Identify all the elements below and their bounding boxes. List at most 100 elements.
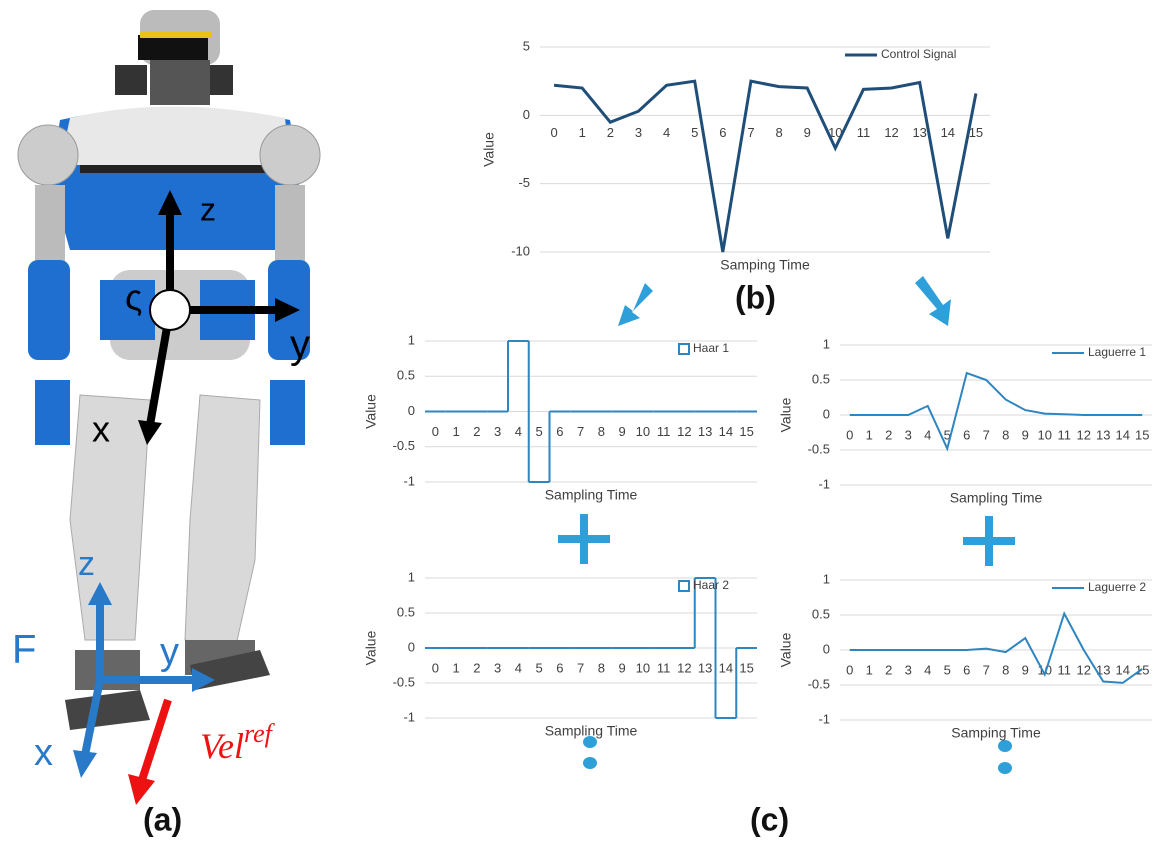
x-tick-label: 4 [924, 427, 931, 442]
x-tick-label: 1 [579, 125, 586, 140]
y-tick-label: 1 [823, 571, 830, 586]
x-tick-label: 5 [944, 427, 951, 442]
y-tick-label: 0 [408, 639, 415, 654]
y-tick-label: -10 [511, 243, 530, 258]
x-tick-label: 3 [494, 424, 501, 439]
velocity-label: Velref [200, 719, 276, 766]
velocity-arrow [128, 698, 172, 805]
x-tick-label: 5 [944, 662, 951, 677]
x-tick-label: 0 [846, 662, 853, 677]
axis-label: x [92, 409, 110, 450]
panel-label: (b) [735, 279, 776, 315]
x-tick-label: 8 [775, 125, 782, 140]
x-tick-label: 7 [577, 424, 584, 439]
x-tick-label: 11 [657, 660, 671, 675]
line [849, 371, 1143, 452]
x-tick-label: 14 [1116, 427, 1130, 442]
x-axis-label: Sampling Time [545, 723, 638, 739]
x-tick-label: 2 [473, 660, 480, 675]
x-tick-label: 6 [963, 662, 970, 677]
x-tick-label: 14 [719, 424, 733, 439]
x-tick-label: 12 [1077, 427, 1091, 442]
x-tick-label: 6 [719, 125, 726, 140]
x-tick-label: 7 [577, 660, 584, 675]
x-tick-label: 14 [1116, 662, 1130, 677]
y-tick-label: -0.5 [808, 676, 830, 691]
x-tick-label: 5 [536, 660, 543, 675]
y-axis-label: Value [363, 630, 379, 665]
robot [17, 10, 321, 730]
y-tick-label: 0.5 [812, 606, 830, 621]
axis-label: z [78, 545, 95, 583]
x-tick-label: 0 [550, 125, 557, 140]
x-tick-label: 3 [494, 660, 501, 675]
y-tick-label: 0.5 [397, 368, 415, 383]
x-tick-label: 11 [1058, 662, 1072, 677]
x-tick-label: 14 [941, 125, 955, 140]
x-tick-label: 5 [536, 424, 543, 439]
y-tick-label: 0.5 [397, 604, 415, 619]
legend-marker [678, 343, 690, 355]
y-tick-label: -5 [518, 175, 530, 190]
x-tick-label: 10 [636, 660, 650, 675]
legend-label: Haar 2 [693, 578, 729, 592]
decorations [558, 276, 1015, 774]
x-tick-label: 12 [884, 125, 898, 140]
x-tick-label: 2 [885, 427, 892, 442]
x-tick-label: 13 [1096, 662, 1110, 677]
y-tick-label: -1 [818, 476, 830, 491]
x-tick-label: 4 [663, 125, 670, 140]
axis-label: y [290, 323, 310, 367]
x-tick-label: 12 [1077, 662, 1091, 677]
x-tick-label: 9 [1022, 662, 1029, 677]
x-tick-label: 13 [912, 125, 926, 140]
x-tick-label: 9 [804, 125, 811, 140]
x-tick-label: 13 [698, 424, 712, 439]
y-tick-label: 0 [408, 403, 415, 418]
x-tick-label: 1 [453, 660, 460, 675]
x-tick-label: 12 [677, 424, 691, 439]
x-tick-label: 8 [598, 424, 605, 439]
x-tick-label: 1 [866, 427, 873, 442]
x-tick-label: 7 [983, 427, 990, 442]
x-tick-label: 10 [1038, 427, 1052, 442]
x-tick-label: 1 [866, 662, 873, 677]
x-tick-label: 15 [739, 424, 753, 439]
x-tick-label: 8 [1002, 662, 1009, 677]
line [553, 79, 978, 253]
y-axis-label: Value [481, 132, 497, 167]
x-axis-label: Sampling Time [950, 490, 1043, 506]
x-tick-label: 15 [1135, 427, 1149, 442]
legend-label: Control Signal [881, 47, 956, 61]
y-tick-label: -0.5 [808, 441, 830, 456]
x-tick-label: 6 [556, 424, 563, 439]
x-tick-label: 7 [983, 662, 990, 677]
velocity-sup: ref [244, 719, 276, 748]
axis-label: y [160, 631, 179, 673]
x-tick-label: 11 [857, 125, 871, 140]
x-tick-label: 9 [619, 424, 626, 439]
x-tick-label: 8 [1002, 427, 1009, 442]
y-tick-label: 1 [823, 336, 830, 351]
y-tick-label: -0.5 [393, 674, 415, 689]
y-tick-label: -1 [403, 709, 415, 724]
frame-label: F [12, 628, 36, 672]
y-tick-label: 1 [408, 569, 415, 584]
y-axis-label: Value [778, 397, 794, 432]
legend-label: Haar 1 [693, 341, 729, 355]
y-tick-label: 0 [823, 406, 830, 421]
x-tick-label: 0 [846, 427, 853, 442]
y-tick-label: 0 [823, 641, 830, 656]
velocity-text: Vel [200, 726, 244, 766]
x-axis-label: Samping Time [951, 725, 1041, 741]
y-axis-label: Value [363, 394, 379, 429]
x-tick-label: 2 [473, 424, 480, 439]
x-tick-label: 8 [598, 660, 605, 675]
x-tick-label: 13 [1096, 427, 1110, 442]
axis-label: x [34, 732, 53, 774]
x-axis-label: Sampling Time [545, 487, 638, 503]
y-tick-label: -1 [403, 473, 415, 488]
x-tick-label: 12 [677, 660, 691, 675]
x-tick-label: 0 [432, 424, 439, 439]
